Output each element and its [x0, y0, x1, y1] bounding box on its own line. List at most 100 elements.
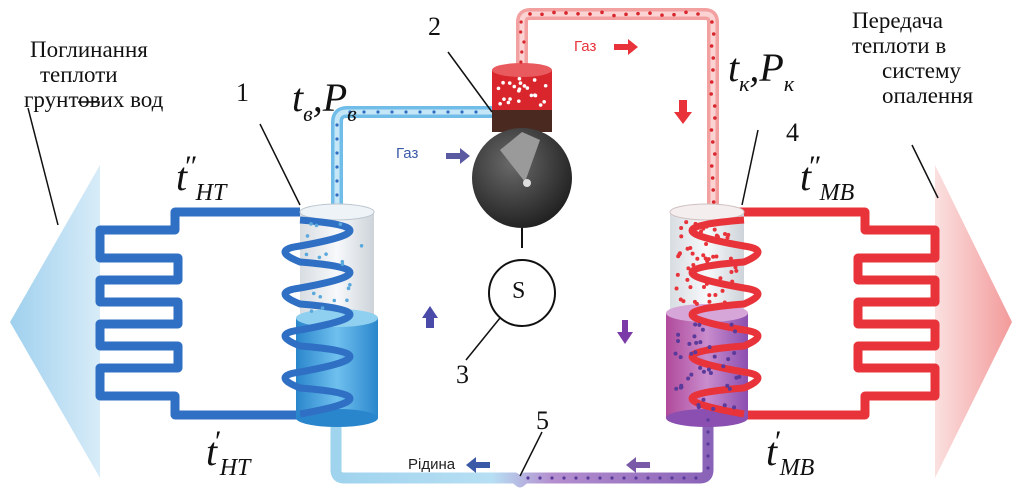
- tmv-out-prime: ″: [807, 150, 820, 183]
- tmv-out: t″МВ: [800, 150, 854, 207]
- bubble: [636, 11, 640, 16]
- bubble: [335, 123, 339, 127]
- bubble: [696, 403, 701, 408]
- bubble: [532, 78, 537, 82]
- bubble: [706, 466, 710, 470]
- evap-p-sub: в: [347, 101, 357, 126]
- tmv-in-prime: ′: [773, 425, 780, 458]
- bubble: [684, 220, 689, 225]
- bubble: [324, 252, 328, 256]
- bubble: [690, 251, 695, 256]
- bubble: [335, 193, 339, 197]
- condenser-coil: [688, 216, 762, 418]
- bubble: [634, 476, 638, 480]
- bubble: [674, 286, 679, 291]
- cond-t: t: [728, 45, 740, 90]
- bubble: [517, 99, 521, 103]
- bubble: [704, 242, 709, 247]
- bubble: [519, 30, 523, 34]
- bubble: [711, 32, 716, 36]
- bubble: [305, 234, 310, 238]
- bubble: [693, 350, 698, 355]
- bubble: [332, 298, 337, 303]
- bubble: [304, 252, 309, 257]
- right-caption-line-1: Передача: [852, 8, 943, 33]
- bubble: [732, 351, 737, 356]
- bubble: [721, 364, 726, 369]
- bubble: [701, 369, 706, 374]
- condenser-params: tк,Pк: [728, 44, 794, 97]
- bubble: [725, 383, 730, 388]
- bubble: [733, 265, 738, 270]
- bubble: [718, 276, 723, 281]
- bubble: [694, 340, 699, 345]
- bubble: [622, 476, 626, 480]
- heating-loop-pipe: [730, 207, 940, 420]
- bubble: [508, 97, 512, 101]
- label-5: 5: [536, 406, 549, 435]
- bubble: [696, 12, 700, 16]
- evaporator-coil: [281, 216, 354, 418]
- heat-release-arrow: [935, 165, 1012, 478]
- bubble: [681, 299, 686, 304]
- bubble: [679, 226, 684, 231]
- bubble: [707, 299, 712, 304]
- bubble: [348, 282, 352, 287]
- compressor: [472, 63, 572, 248]
- tmv-out-sym: t: [800, 154, 812, 199]
- bubble: [526, 476, 530, 480]
- tnt-in: t′НТ: [206, 425, 250, 482]
- bubble: [338, 222, 343, 226]
- bubble: [689, 372, 694, 377]
- bubble: [723, 232, 728, 237]
- suction-gas-pipe: [331, 106, 492, 212]
- tnt-out-prime: ″: [183, 150, 196, 183]
- bubble: [693, 322, 698, 327]
- bubble: [710, 20, 714, 24]
- bubble: [686, 266, 691, 271]
- bubble: [711, 56, 716, 60]
- cond-p-sub: к: [783, 71, 795, 96]
- bubble: [697, 322, 702, 327]
- bubble: [720, 288, 725, 293]
- right-caption-line-2: теплоти в: [852, 33, 947, 58]
- bubble: [529, 93, 534, 98]
- bubble: [710, 140, 715, 144]
- bubble: [686, 376, 691, 381]
- bubble: [688, 285, 693, 290]
- bubble: [679, 234, 684, 239]
- right-caption-line-3: систему: [882, 58, 962, 83]
- bubble: [711, 254, 716, 259]
- bubble: [711, 188, 716, 192]
- bubble: [693, 221, 698, 226]
- bubble: [586, 476, 590, 480]
- bubble: [600, 10, 604, 15]
- bubble: [698, 365, 703, 370]
- bubble: [710, 176, 715, 180]
- bubble: [729, 270, 734, 275]
- bubble: [706, 367, 711, 372]
- bubble: [699, 229, 704, 234]
- bubble: [676, 338, 681, 343]
- bubble: [701, 226, 706, 231]
- bubble: [706, 430, 710, 434]
- bubble: [715, 234, 720, 239]
- bubble: [318, 294, 323, 299]
- bubble: [722, 403, 727, 408]
- bubble: [711, 68, 715, 72]
- bubble: [726, 357, 731, 362]
- bubble: [709, 92, 714, 96]
- bubble: [507, 81, 512, 85]
- bubble: [707, 345, 712, 350]
- cond-p: P: [759, 45, 784, 90]
- motor-label: S: [512, 278, 526, 304]
- bubble: [685, 246, 690, 251]
- evap-t: t: [292, 75, 304, 120]
- bubble: [709, 80, 714, 84]
- refrigerant-bubbles: [304, 10, 742, 480]
- left-caption-line-2: теплоти: [40, 62, 118, 87]
- bubble: [538, 103, 543, 107]
- bubble: [670, 476, 674, 480]
- bubble: [672, 12, 676, 17]
